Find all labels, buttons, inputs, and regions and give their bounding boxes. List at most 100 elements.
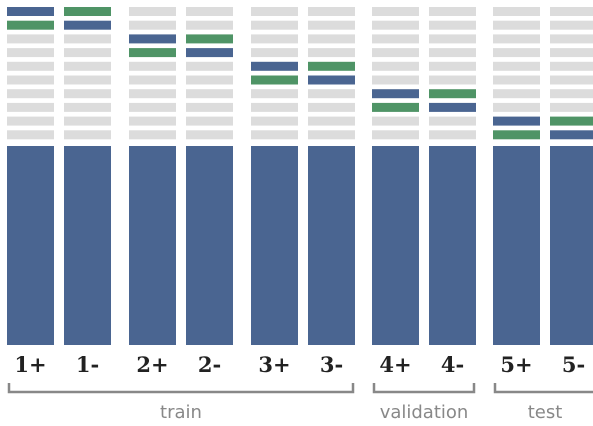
empty-slot — [550, 20, 593, 30]
empty-slot — [129, 102, 176, 112]
empty-slot — [308, 130, 355, 140]
group-test: test — [493, 383, 593, 423]
data-block — [64, 146, 111, 345]
column-label: 4- — [441, 352, 464, 377]
group-bracket — [7, 383, 355, 394]
blue-slot — [372, 89, 419, 99]
empty-slot — [308, 34, 355, 44]
empty-slot — [493, 7, 540, 16]
empty-slot — [186, 89, 233, 99]
fold-column-4-: 4- — [429, 7, 476, 377]
empty-slot — [308, 116, 355, 126]
group-bracket — [493, 383, 593, 394]
column-label: 5+ — [500, 352, 532, 377]
data-block — [7, 146, 54, 345]
empty-slot — [186, 20, 233, 30]
fold-column-1-: 1- — [64, 7, 111, 377]
empty-slot — [372, 20, 419, 30]
group-train: train — [7, 383, 355, 423]
empty-slot — [7, 89, 54, 99]
empty-slot — [372, 116, 419, 126]
blue-slot — [493, 116, 540, 126]
empty-slot — [129, 130, 176, 140]
blue-slot — [64, 20, 111, 30]
blue-slot — [186, 48, 233, 58]
empty-slot — [251, 48, 298, 58]
blue-slot — [129, 34, 176, 44]
fold-column-2+: 2+ — [129, 7, 176, 377]
data-block — [251, 146, 298, 345]
column-label: 4+ — [379, 352, 411, 377]
data-block — [372, 146, 419, 345]
empty-slot — [308, 102, 355, 112]
empty-slot — [493, 61, 540, 71]
group-label: train — [160, 402, 202, 423]
green-slot — [7, 20, 54, 30]
empty-slot — [251, 102, 298, 112]
empty-slot — [129, 89, 176, 99]
empty-slot — [493, 102, 540, 112]
empty-slot — [308, 48, 355, 58]
empty-slot — [129, 7, 176, 16]
column-label: 1- — [76, 352, 99, 377]
green-slot — [251, 75, 298, 85]
empty-slot — [429, 130, 476, 140]
empty-slot — [64, 61, 111, 71]
empty-slot — [186, 61, 233, 71]
column-label: 3- — [320, 352, 343, 377]
empty-slot — [372, 34, 419, 44]
group-bracket — [372, 383, 476, 394]
empty-slot — [129, 61, 176, 71]
empty-slot — [308, 7, 355, 16]
data-block — [429, 146, 476, 345]
empty-slot — [372, 7, 419, 16]
green-slot — [372, 102, 419, 112]
blue-slot — [7, 7, 54, 16]
empty-slot — [251, 7, 298, 16]
fold-column-3+: 3+ — [251, 7, 298, 377]
empty-slot — [251, 116, 298, 126]
green-slot — [493, 130, 540, 140]
empty-slot — [493, 75, 540, 85]
column-label: 1+ — [14, 352, 46, 377]
green-slot — [429, 89, 476, 99]
empty-slot — [7, 116, 54, 126]
empty-slot — [7, 130, 54, 140]
blue-slot — [308, 75, 355, 85]
empty-slot — [308, 20, 355, 30]
fold-column-5-: 5- — [550, 7, 593, 377]
green-slot — [186, 34, 233, 44]
empty-slot — [7, 102, 54, 112]
empty-slot — [429, 7, 476, 16]
data-block — [308, 146, 355, 345]
empty-slot — [7, 61, 54, 71]
empty-slot — [372, 130, 419, 140]
empty-slot — [251, 20, 298, 30]
column-label: 2+ — [136, 352, 168, 377]
empty-slot — [186, 116, 233, 126]
data-block — [550, 146, 593, 345]
blue-slot — [251, 61, 298, 71]
empty-slot — [64, 48, 111, 58]
empty-slot — [550, 7, 593, 16]
empty-slot — [493, 34, 540, 44]
empty-slot — [186, 75, 233, 85]
empty-slot — [550, 89, 593, 99]
empty-slot — [186, 102, 233, 112]
group-label: test — [528, 402, 563, 423]
fold-column-3-: 3- — [308, 7, 355, 377]
fold-column-4+: 4+ — [372, 7, 419, 377]
empty-slot — [251, 89, 298, 99]
empty-slot — [7, 75, 54, 85]
data-block — [186, 146, 233, 345]
fold-column-5+: 5+ — [493, 7, 540, 377]
empty-slot — [550, 75, 593, 85]
fold-column-1+: 1+ — [7, 7, 54, 377]
green-slot — [308, 61, 355, 71]
empty-slot — [64, 116, 111, 126]
empty-slot — [429, 48, 476, 58]
empty-slot — [129, 20, 176, 30]
green-slot — [550, 116, 593, 126]
column-label: 2- — [198, 352, 221, 377]
empty-slot — [251, 34, 298, 44]
